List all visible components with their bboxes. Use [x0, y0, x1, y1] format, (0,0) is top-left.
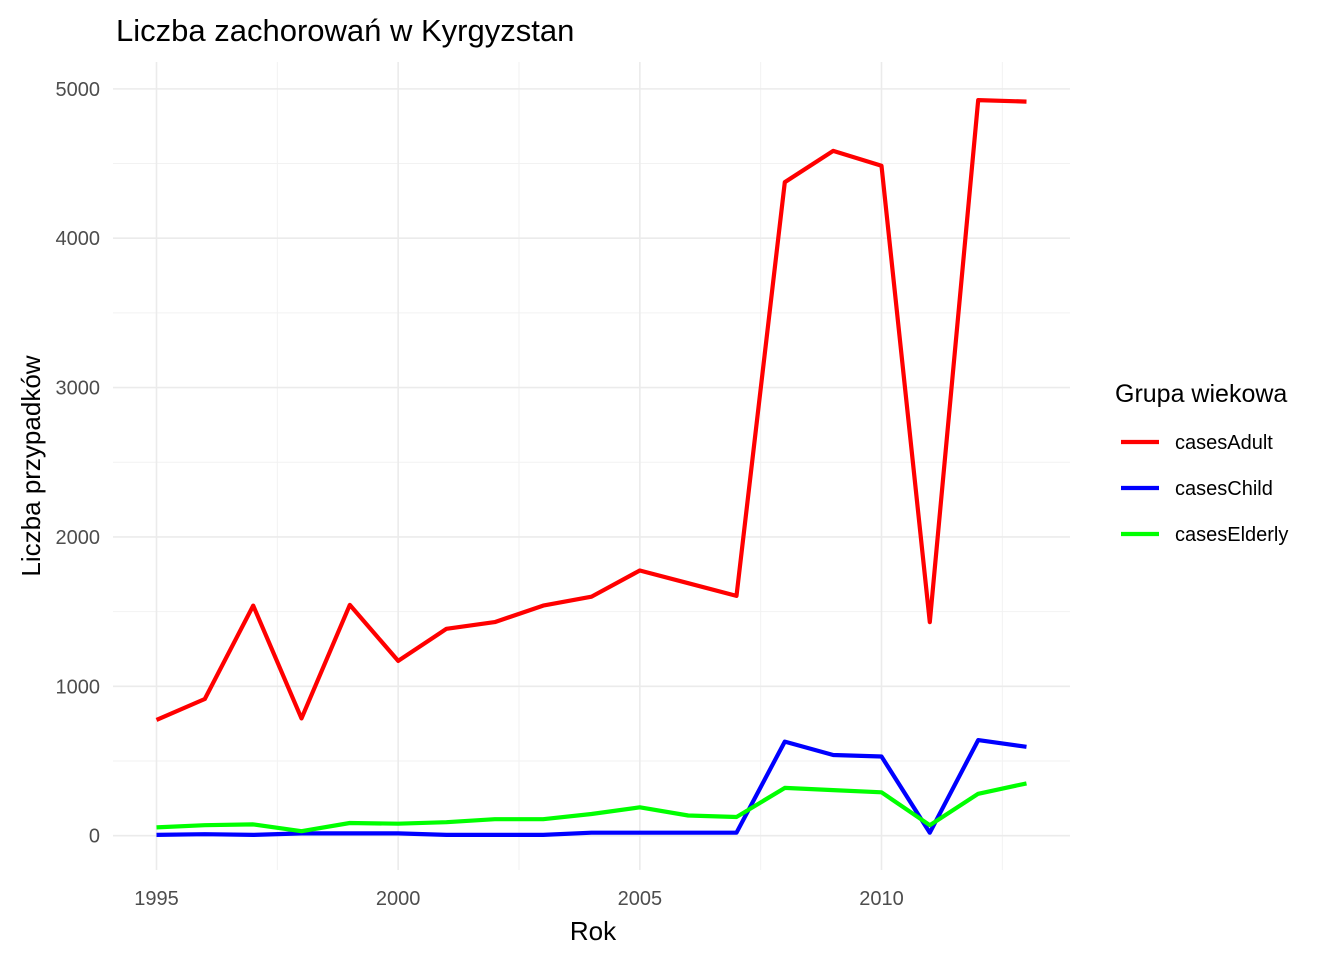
- series-line-casesElderly: [156, 781, 1027, 834]
- y-tick-label: 1000: [56, 676, 101, 698]
- data-series: [155, 97, 1027, 838]
- legend-title: Grupa wiekowa: [1115, 380, 1287, 408]
- chart-title: Liczba zachorowań w Kyrgyzstan: [116, 13, 574, 48]
- x-tick-label: 2005: [618, 888, 663, 910]
- grid: [113, 62, 1070, 870]
- x-tick-label: 2010: [859, 888, 904, 910]
- legend-label-casesChild: casesChild: [1175, 478, 1273, 500]
- y-axis-ticks: 0 1000 2000 3000 4000 5000: [56, 79, 101, 848]
- legend-label-casesAdult: casesAdult: [1175, 432, 1273, 454]
- x-tick-label: 2000: [376, 888, 421, 910]
- y-tick-label: 2000: [56, 527, 101, 549]
- y-axis-title: Liczba przypadków: [16, 355, 46, 576]
- legend: Grupa wiekowa casesAdult casesChild casesE…: [1115, 380, 1288, 546]
- legend-label-casesElderly: casesElderly: [1175, 524, 1288, 546]
- y-tick-label: 0: [89, 826, 100, 848]
- series-line-casesAdult: [155, 97, 1027, 722]
- x-axis-ticks: 1995 2000 2005 2010: [134, 888, 904, 910]
- series-line-casesChild: [156, 737, 1027, 838]
- y-tick-label: 5000: [56, 79, 101, 101]
- x-axis-title: Rok: [570, 916, 617, 946]
- y-tick-label: 4000: [56, 228, 101, 250]
- legend-items: casesAdult casesChild casesElderly: [1121, 432, 1288, 546]
- y-tick-label: 3000: [56, 378, 101, 400]
- x-tick-label: 1995: [134, 888, 179, 910]
